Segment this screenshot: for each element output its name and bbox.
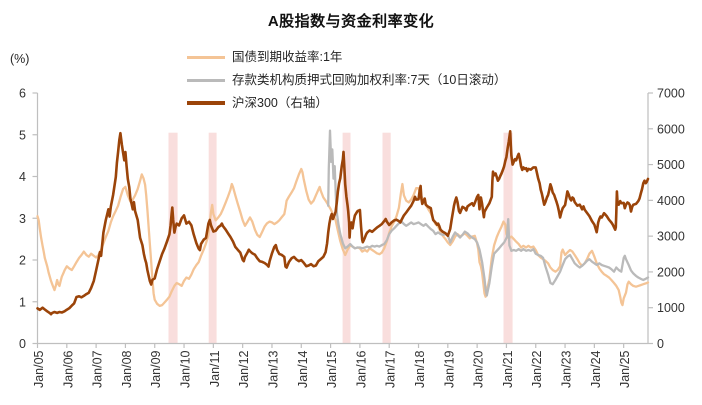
legend-item-repo-rate: 存款类机构质押式回购加权利率:7天（10日滚动）	[187, 73, 506, 87]
x-axis-tick-label: Jan/19	[442, 350, 456, 388]
legend-line-swatch-bond-yield-icon	[187, 55, 225, 59]
x-axis-tick-label: Jan/14	[296, 350, 310, 388]
x-axis-tick-label: Jan/07	[91, 350, 105, 388]
right-axis-tick-label: 6000	[657, 122, 685, 136]
highlight-band	[208, 132, 217, 344]
x-axis-tick-label: Jan/15	[325, 350, 339, 388]
legend-item-csi300: 沪深300（右轴）	[187, 96, 506, 110]
x-axis-tick-label: Jan/23	[560, 350, 574, 388]
legend-item-bond-yield: 国债到期收益率:1年	[187, 50, 506, 64]
left-axis-tick-label: 3	[19, 212, 26, 226]
highlight-band	[342, 132, 351, 344]
legend: 国债到期收益率:1年 存款类机构质押式回购加权利率:7天（10日滚动） 沪深30…	[187, 50, 506, 119]
right-axis-tick-label: 5000	[657, 158, 685, 172]
x-axis-tick-label: Jan/12	[237, 350, 251, 388]
legend-label-repo-rate: 存款类机构质押式回购加权利率:7天（10日滚动）	[232, 72, 507, 87]
right-axis-tick-label: 2000	[657, 265, 685, 279]
right-axis-tick-label: 4000	[657, 194, 685, 208]
x-axis-tick-label: Jan/09	[149, 350, 163, 388]
x-axis-tick-label: Jan/24	[589, 350, 603, 388]
x-axis-tick-label: Jan/20	[472, 350, 486, 388]
x-axis-tick-label: Jan/25	[618, 350, 632, 388]
x-axis-tick-label: Jan/17	[384, 350, 398, 388]
x-axis-tick-label: Jan/11	[208, 350, 222, 387]
x-axis-tick-label: Jan/08	[120, 350, 134, 388]
legend-label-csi300: 沪深300（右轴）	[232, 95, 328, 110]
left-axis-unit-label: (%)	[10, 52, 30, 66]
x-axis-tick-label: Jan/21	[501, 350, 515, 388]
x-axis-tick-label: Jan/06	[61, 350, 75, 388]
right-axis-tick-label: 7000	[657, 87, 685, 101]
legend-line-swatch-repo-rate-icon	[187, 78, 225, 82]
x-axis-tick-label: Jan/22	[530, 350, 544, 388]
legend-label-bond-yield: 国债到期收益率:1年	[232, 49, 343, 64]
x-axis-tick-label: Jan/05	[32, 350, 46, 388]
legend-line-swatch-csi300-icon	[187, 101, 225, 105]
highlight-band	[168, 132, 178, 344]
x-axis-tick-label: Jan/16	[354, 350, 368, 388]
x-axis-tick-label: Jan/18	[413, 350, 427, 388]
right-axis-tick-label: 0	[657, 337, 664, 351]
series-line-csi300	[36, 130, 650, 316]
left-axis-tick-label: 4	[19, 170, 26, 184]
right-axis-tick-label: 3000	[657, 230, 685, 244]
left-axis-tick-label: 6	[19, 87, 26, 101]
left-axis-tick-label: 0	[19, 337, 26, 351]
left-axis-tick-label: 5	[19, 128, 26, 142]
right-axis-tick-label: 1000	[657, 301, 685, 315]
x-axis-tick-label: Jan/13	[266, 350, 280, 388]
left-axis-tick-label: 2	[19, 254, 26, 268]
left-axis-tick-label: 1	[19, 295, 26, 309]
chart-title: A股指数与资金利率变化	[267, 13, 435, 30]
series-line-repo-rate-7d	[327, 129, 650, 297]
x-axis-tick-label: Jan/10	[179, 350, 193, 388]
